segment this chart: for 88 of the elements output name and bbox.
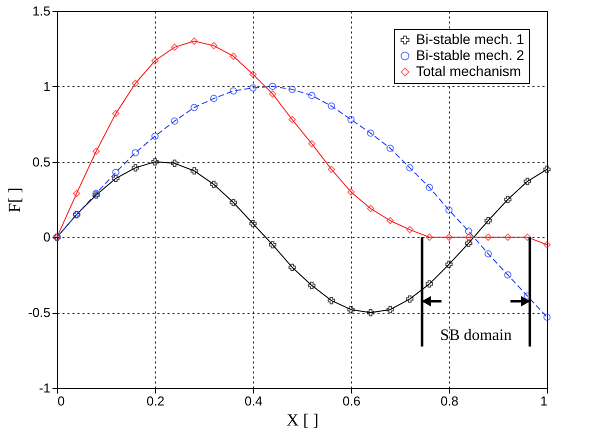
y-tick-label: -0.5 <box>28 305 50 320</box>
y-tick-label: -1 <box>38 380 50 396</box>
point <box>347 116 355 124</box>
point <box>268 241 276 248</box>
point <box>288 86 296 94</box>
point <box>308 140 316 148</box>
point <box>386 144 394 152</box>
point <box>268 82 276 90</box>
point <box>464 240 472 247</box>
x-axis-title: X [ ] <box>286 410 319 430</box>
legend-label: Total mechanism <box>416 63 522 79</box>
point <box>190 167 198 175</box>
point <box>210 180 218 188</box>
y-tick-label: 1 <box>43 78 50 94</box>
point <box>406 226 414 234</box>
point <box>112 110 120 118</box>
point <box>386 306 394 314</box>
point <box>484 234 492 241</box>
point <box>112 174 120 182</box>
point <box>92 148 100 155</box>
point <box>347 188 355 196</box>
point <box>288 116 296 124</box>
point <box>112 168 120 176</box>
point <box>543 166 551 173</box>
point <box>249 84 257 92</box>
point <box>190 104 198 112</box>
x-tick-label: 0.4 <box>244 394 263 408</box>
point <box>445 234 453 241</box>
point <box>366 308 374 316</box>
point <box>170 44 178 51</box>
y-axis-title: F[ ] <box>5 187 24 213</box>
point <box>484 216 492 224</box>
point <box>249 220 257 228</box>
point <box>308 282 316 290</box>
point <box>151 57 159 64</box>
x-tick-label: 0.8 <box>440 394 459 408</box>
x-tick-label: 0 <box>58 394 65 408</box>
x-tick-label: 0.6 <box>342 394 361 408</box>
point <box>543 241 551 248</box>
point <box>426 234 434 241</box>
point <box>328 296 336 304</box>
point <box>151 158 159 166</box>
point <box>504 196 512 204</box>
point <box>132 80 140 88</box>
point <box>210 94 218 102</box>
point <box>210 42 218 50</box>
y-tick-label: 1.5 <box>32 4 50 18</box>
point <box>308 92 316 100</box>
point <box>464 234 472 241</box>
y-tick-label: 0 <box>43 230 50 245</box>
point <box>464 228 472 235</box>
point <box>504 271 512 279</box>
point <box>524 178 532 186</box>
point <box>445 206 453 214</box>
point <box>406 164 414 172</box>
point <box>151 132 159 140</box>
y-tick-label: 0.5 <box>32 154 50 170</box>
point <box>386 216 394 224</box>
point <box>328 102 336 110</box>
point <box>230 52 238 60</box>
x-tick-label: 1 <box>540 394 548 408</box>
point <box>230 198 238 206</box>
point <box>524 234 532 241</box>
annotation: SB domain <box>440 327 512 344</box>
point <box>504 234 512 241</box>
point <box>484 250 492 258</box>
point <box>426 184 434 192</box>
point <box>366 204 374 212</box>
point <box>426 280 434 288</box>
legend-label: Bi-stable mech. 1 <box>416 31 524 47</box>
point <box>268 90 276 98</box>
point <box>249 70 257 78</box>
x-tick-label: 0.2 <box>146 394 165 408</box>
point <box>328 166 336 173</box>
point <box>406 295 414 303</box>
point <box>543 313 551 321</box>
point <box>445 260 453 268</box>
point <box>132 149 140 156</box>
legend-label: Bi-stable mech. 2 <box>416 47 524 63</box>
point <box>132 164 140 172</box>
point <box>190 38 198 45</box>
point <box>170 117 178 125</box>
point <box>347 306 355 314</box>
point <box>366 129 374 137</box>
point <box>288 264 296 272</box>
point <box>170 160 178 167</box>
point <box>230 87 238 95</box>
point <box>72 190 80 198</box>
